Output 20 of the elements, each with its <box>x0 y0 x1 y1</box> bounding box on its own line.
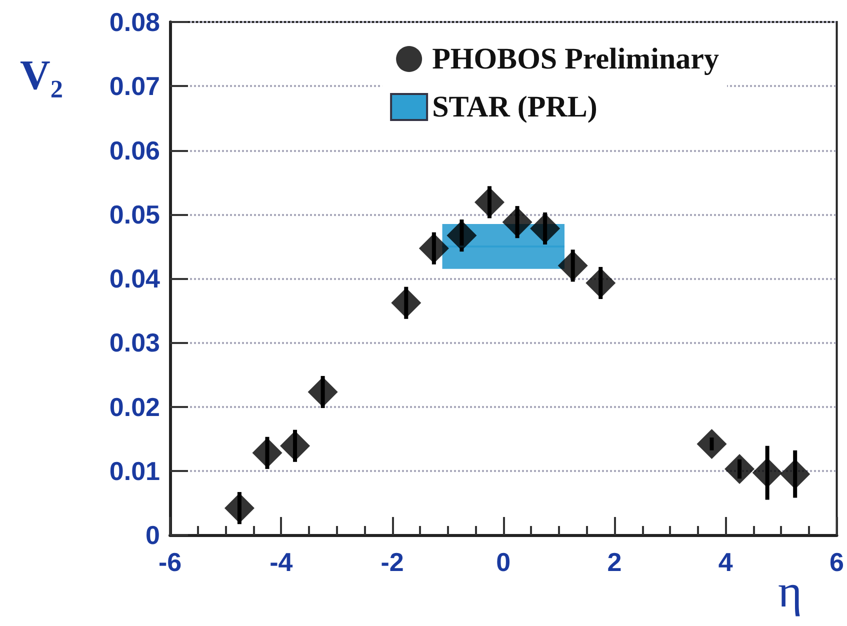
y-tick-label: 0.01 <box>109 456 160 486</box>
y-tick-label: 0.02 <box>109 392 160 422</box>
y-tick-label: 0.08 <box>109 7 160 37</box>
x-tick-label: -6 <box>158 547 182 577</box>
legend-label: STAR (PRL) <box>432 90 598 124</box>
y-tick-label: 0.05 <box>109 199 160 230</box>
y-tick-label: 0.06 <box>109 135 160 166</box>
y-tick-label: 0.04 <box>109 264 161 294</box>
x-axis-title: η <box>778 566 802 616</box>
x-tick-label: 2 <box>607 547 622 577</box>
x-tick-label: 4 <box>718 547 734 577</box>
y-tick-label: 0.03 <box>109 328 160 358</box>
y-axis-title: V₂ <box>20 53 63 99</box>
x-tick-label: -2 <box>380 547 404 577</box>
legend-label: PHOBOS Preliminary <box>432 42 720 76</box>
x-tick-label: 0 <box>496 547 511 577</box>
y-tick-label: 0 <box>146 520 160 550</box>
x-tick-label: -4 <box>270 547 294 577</box>
x-tick-label: 6 <box>830 547 844 577</box>
y-tick-label: 0.07 <box>109 71 160 102</box>
